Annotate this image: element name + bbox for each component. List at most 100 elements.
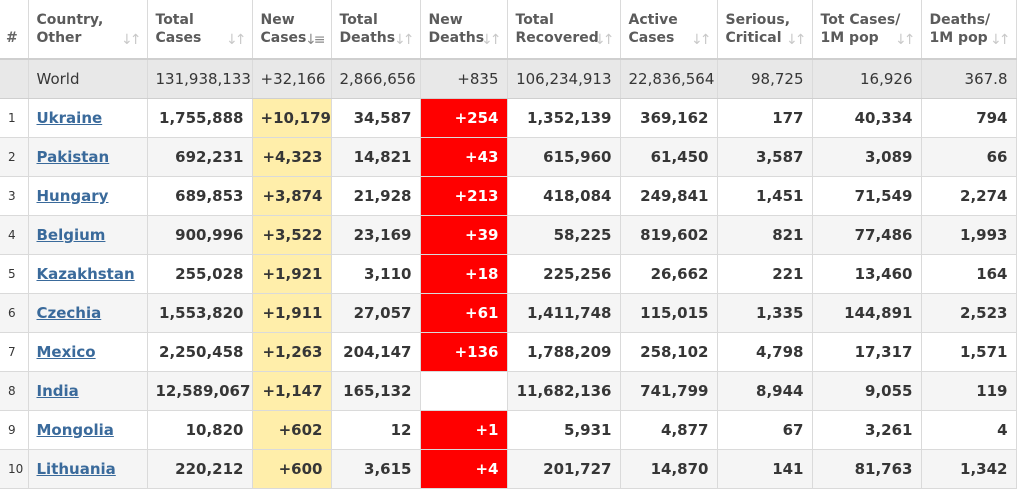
column-header-cases-per-1m[interactable]: Tot Cases/1M pop ↓↑	[812, 0, 922, 60]
total-deaths-cell: 21,928	[331, 176, 421, 216]
country-link[interactable]: Lithuania	[36, 460, 116, 478]
new-cases-cell: +4,323	[252, 137, 332, 177]
country-cell: Pakistan	[28, 137, 148, 177]
serious-critical-cell: 8,944	[717, 371, 813, 411]
sort-icon[interactable]: ↓↑	[594, 32, 615, 48]
sort-icon[interactable]: ↓↑	[990, 32, 1011, 48]
serious-critical-cell: 1,335	[717, 293, 813, 333]
rank-cell: 4	[0, 215, 29, 255]
country-link[interactable]: Belgium	[36, 226, 106, 244]
column-header-label-line1: New	[260, 12, 295, 28]
column-header-deaths-per-1m[interactable]: Deaths/1M pop ↓↑	[921, 0, 1017, 60]
deaths-per-1m-cell: 164	[921, 254, 1017, 294]
column-header-rank[interactable]: #	[0, 0, 29, 60]
sort-icon[interactable]: ↓↑	[394, 32, 415, 48]
column-header-label-line2: Cases	[155, 30, 202, 46]
country-link[interactable]: Pakistan	[36, 148, 110, 166]
cases-per-1m-cell: 71,549	[812, 176, 922, 216]
country-cell: Kazakhstan	[28, 254, 148, 294]
cases-per-1m-cell: 3,089	[812, 137, 922, 177]
sort-active-icon[interactable]: ↓≡	[305, 32, 326, 48]
total-recovered-cell: 5,931	[507, 410, 621, 450]
rank-cell: 1	[0, 98, 29, 138]
world-country: World	[28, 59, 148, 99]
country-cell: Czechia	[28, 293, 148, 333]
column-header-new-cases[interactable]: New Cases ↓≡	[252, 0, 332, 60]
column-header-new-deaths[interactable]: New Deaths ↓↑	[420, 0, 508, 60]
column-header-serious-critical[interactable]: Serious, Critical ↓↑	[717, 0, 813, 60]
header-row: # Country, Other ↓↑ Total Cases ↓↑ New Cases ↓≡ To…	[0, 0, 1017, 60]
total-cases-cell: 2,250,458	[147, 332, 253, 372]
sort-icon[interactable]: ↓↑	[481, 32, 502, 48]
column-header-total-cases[interactable]: Total Cases ↓↑	[147, 0, 253, 60]
country-link[interactable]: Kazakhstan	[36, 265, 135, 283]
country-link[interactable]: Mongolia	[36, 421, 114, 439]
country-link[interactable]: Czechia	[36, 304, 102, 322]
total-cases-cell: 1,553,820	[147, 293, 253, 333]
active-cases-cell: 249,841	[620, 176, 718, 216]
column-header-country[interactable]: Country, Other ↓↑	[28, 0, 148, 60]
total-deaths-cell: 3,110	[331, 254, 421, 294]
country-link[interactable]: Ukraine	[36, 109, 103, 127]
new-cases-cell: +10,179	[252, 98, 332, 138]
active-cases-cell: 14,870	[620, 449, 718, 489]
total-cases-cell: 12,589,067	[147, 371, 253, 411]
rank-cell: 6	[0, 293, 29, 333]
column-header-label-line2: Cases	[260, 30, 307, 46]
column-header-label-line2: Deaths	[428, 30, 485, 46]
new-deaths-cell	[420, 371, 508, 411]
new-deaths-cell: +43	[420, 137, 508, 177]
cases-per-1m-cell: 77,486	[812, 215, 922, 255]
total-deaths-cell: 3,615	[331, 449, 421, 489]
total-recovered-cell: 225,256	[507, 254, 621, 294]
total-cases-cell: 900,996	[147, 215, 253, 255]
rank-cell: 8	[0, 371, 29, 411]
country-cell: Hungary	[28, 176, 148, 216]
country-link[interactable]: Mexico	[36, 343, 96, 361]
new-cases-cell: +3,522	[252, 215, 332, 255]
column-header-label-line1: Total	[515, 12, 554, 28]
country-link[interactable]: India	[36, 382, 79, 400]
total-cases-cell: 255,028	[147, 254, 253, 294]
active-cases-cell: 741,799	[620, 371, 718, 411]
deaths-per-1m-cell: 4	[921, 410, 1017, 450]
column-header-label-line1: Deaths/	[929, 12, 991, 28]
rank-cell: 3	[0, 176, 29, 216]
column-header-total-recovered[interactable]: Total Recovered ↓↑	[507, 0, 621, 60]
deaths-per-1m-cell: 794	[921, 98, 1017, 138]
table-row: 6 Czechia 1,553,820 +1,911 27,057 +61 1,411,74…	[0, 293, 1017, 333]
rank-cell: 10	[0, 449, 29, 489]
active-cases-cell: 115,015	[620, 293, 718, 333]
sort-icon[interactable]: ↓↑	[121, 32, 142, 48]
sort-icon[interactable]: ↓↑	[786, 32, 807, 48]
new-deaths-cell: +254	[420, 98, 508, 138]
total-deaths-cell: 27,057	[331, 293, 421, 333]
total-cases-cell: 1,755,888	[147, 98, 253, 138]
total-recovered-cell: 58,225	[507, 215, 621, 255]
country-cell: Mexico	[28, 332, 148, 372]
table-row: 7 Mexico 2,250,458 +1,263 204,147 +136 1,788,2…	[0, 332, 1017, 372]
cases-per-1m-cell: 17,317	[812, 332, 922, 372]
total-recovered-cell: 418,084	[507, 176, 621, 216]
new-deaths-cell: +18	[420, 254, 508, 294]
column-header-total-deaths[interactable]: Total Deaths ↓↑	[331, 0, 421, 60]
new-deaths-cell: +61	[420, 293, 508, 333]
total-deaths-cell: 165,132	[331, 371, 421, 411]
table-row: 1 Ukraine 1,755,888 +10,179 34,587 +254 1,352,…	[0, 98, 1017, 138]
table-row: 10 Lithuania 220,212 +600 3,615 +4 201,727 14,8…	[0, 449, 1017, 489]
sort-icon[interactable]: ↓↑	[691, 32, 712, 48]
cases-per-1m-cell: 9,055	[812, 371, 922, 411]
sort-icon[interactable]: ↓↑	[226, 32, 247, 48]
sort-icon[interactable]: ↓↑	[895, 32, 916, 48]
table-row: 5 Kazakhstan 255,028 +1,921 3,110 +18 225,256 2…	[0, 254, 1017, 294]
column-header-label-line2: Critical	[725, 30, 782, 46]
serious-critical-cell: 221	[717, 254, 813, 294]
country-cell: India	[28, 371, 148, 411]
column-header-label-line1: Serious,	[725, 12, 791, 28]
country-cell: Ukraine	[28, 98, 148, 138]
new-deaths-cell: +39	[420, 215, 508, 255]
country-link[interactable]: Hungary	[36, 187, 109, 205]
total-recovered-cell: 1,788,209	[507, 332, 621, 372]
world-total-recovered: 106,234,913	[507, 59, 621, 99]
column-header-active-cases[interactable]: Active Cases ↓↑	[620, 0, 718, 60]
